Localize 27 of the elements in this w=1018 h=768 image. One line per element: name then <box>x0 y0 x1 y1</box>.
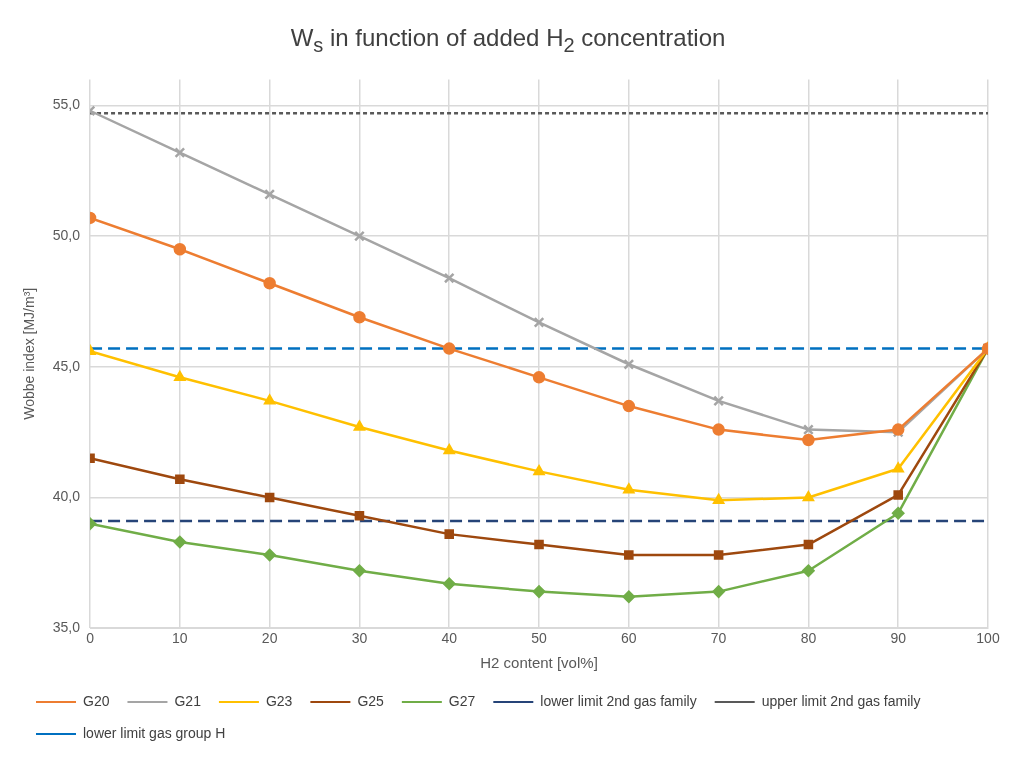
legend-label: G21 <box>174 692 202 709</box>
x-tick-label: 30 <box>351 630 368 647</box>
x-tick-label: 0 <box>86 630 95 647</box>
x-tick-label: 100 <box>976 630 1000 647</box>
legend-label: G27 <box>448 692 476 709</box>
y-tick-label: 55,0 <box>52 96 81 113</box>
chart-title: W$_{s}$ in function of added H$_{2}$ concentration <box>289 23 727 58</box>
x-tick-label: 50 <box>531 630 548 647</box>
x-tick-label: 20 <box>261 630 278 647</box>
y-tick-label: 45,0 <box>52 357 81 374</box>
x-tick-label: 60 <box>621 630 637 647</box>
legend-label: lower limit 2nd gas family <box>540 692 697 709</box>
legend-label: G20 <box>83 692 110 709</box>
legend-label: G25 <box>357 692 385 709</box>
legend-label: lower limit gas group H <box>83 724 226 741</box>
x-tick-label: 80 <box>800 630 817 647</box>
x-tick-label: 40 <box>441 630 458 647</box>
x-tick-label: 90 <box>890 630 907 647</box>
y-tick-label: 40,0 <box>52 488 81 505</box>
x-tick-label: 70 <box>710 630 727 647</box>
legend-label: G23 <box>265 692 293 709</box>
y-tick-label: 35,0 <box>52 618 81 635</box>
y-tick-label: 50,0 <box>52 226 81 243</box>
x-tick-label: 10 <box>172 630 188 647</box>
x-axis-title: H2 content [vol%] <box>480 653 598 671</box>
y-axis-title: Wobbe index [MJ/m³] <box>21 287 38 420</box>
legend-label: upper limit 2nd gas family <box>761 692 921 709</box>
